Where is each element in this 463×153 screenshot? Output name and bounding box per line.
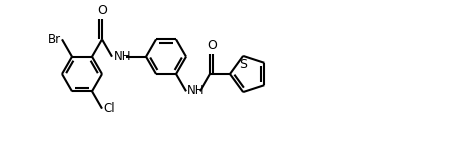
Text: NH: NH [187,84,205,97]
Text: S: S [239,58,247,71]
Text: O: O [207,39,217,52]
Text: O: O [97,4,107,17]
Text: Cl: Cl [103,102,115,115]
Text: NH: NH [114,50,131,63]
Text: Br: Br [48,33,61,46]
